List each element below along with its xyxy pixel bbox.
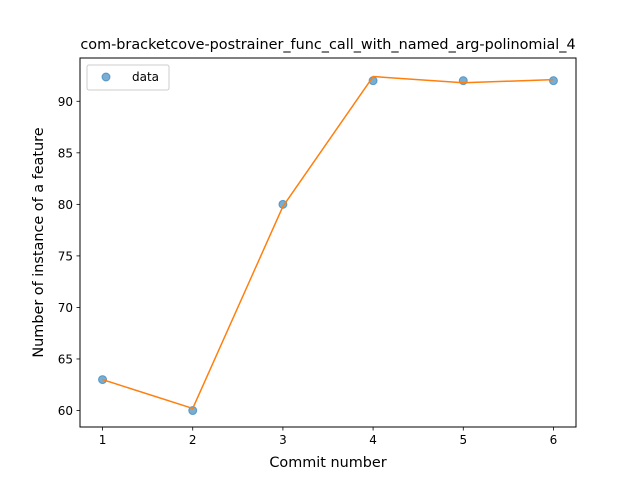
y-tick-label: 85 bbox=[58, 146, 73, 160]
data-point bbox=[548, 76, 558, 86]
y-axis: 60 65 70 75 80 85 90 bbox=[58, 95, 80, 418]
y-tick-label: 75 bbox=[58, 249, 73, 263]
fit-line bbox=[102, 75, 554, 410]
x-tick-label: 6 bbox=[550, 433, 558, 447]
y-tick-label: 65 bbox=[58, 352, 73, 366]
legend-marker-data bbox=[101, 72, 111, 82]
x-axis: 1 2 3 4 5 6 bbox=[99, 427, 558, 447]
x-tick-label: 3 bbox=[279, 433, 287, 447]
y-tick-label: 60 bbox=[58, 404, 73, 418]
x-tick-label: 2 bbox=[189, 433, 197, 447]
legend-label-data: data bbox=[132, 70, 159, 84]
legend-frame bbox=[86, 64, 170, 91]
y-axis-label: Number of instance of a feature bbox=[31, 127, 47, 357]
chart-title: com-bracketcove-postrainer_func_call_wit… bbox=[80, 37, 575, 53]
axes-frame bbox=[79, 57, 577, 428]
y-tick-label: 80 bbox=[58, 198, 73, 212]
x-tick-label: 4 bbox=[369, 433, 377, 447]
y-tick-label: 90 bbox=[58, 95, 73, 109]
legend: data bbox=[86, 64, 170, 91]
x-axis-label: Commit number bbox=[269, 455, 386, 471]
x-tick-label: 1 bbox=[99, 433, 107, 447]
x-tick-label: 5 bbox=[459, 433, 467, 447]
plot-area bbox=[98, 75, 558, 416]
y-tick-label: 70 bbox=[58, 301, 73, 315]
